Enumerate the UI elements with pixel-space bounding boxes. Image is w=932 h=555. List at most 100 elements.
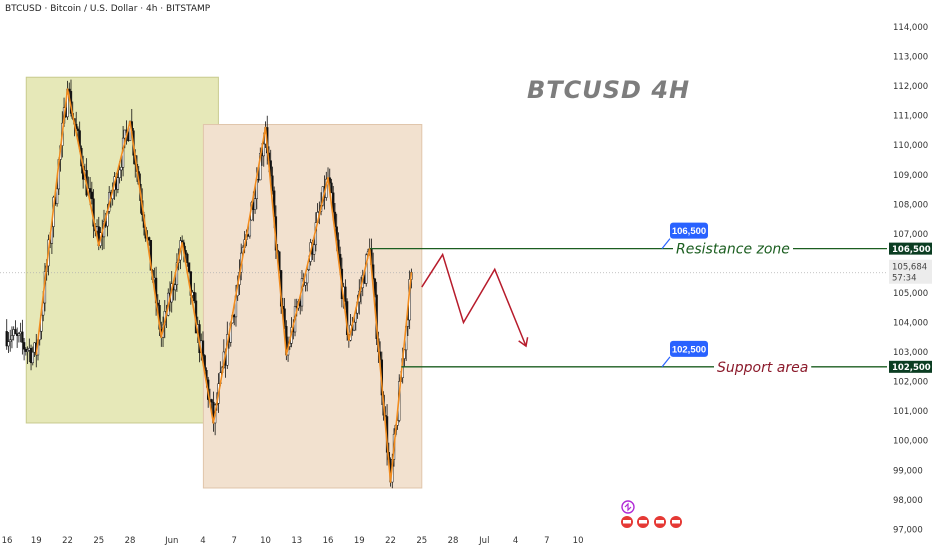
chart-watermark-title: BTCUSD 4H	[527, 76, 691, 104]
candle-body	[210, 399, 213, 403]
candle-body	[187, 262, 191, 272]
projection-path	[421, 252, 527, 347]
candle-body	[22, 342, 26, 350]
y-tick-label: 100,000	[893, 437, 928, 447]
candle-body	[330, 182, 333, 194]
y-tick-label: 108,000	[893, 200, 928, 210]
y-tick-label: 103,000	[893, 348, 928, 358]
x-tick-label: 13	[291, 536, 302, 546]
y-tick-label: 104,000	[893, 319, 928, 329]
y-tick-label: 99,000	[893, 466, 923, 476]
candle-body	[26, 350, 29, 352]
support-area-label: Support area	[717, 360, 808, 376]
candle-body	[17, 333, 21, 336]
x-tick-label: 4	[200, 536, 205, 546]
x-tick-label: 25	[416, 536, 427, 546]
x-tick-label: 28	[448, 536, 459, 546]
x-tick-label: Jul	[478, 536, 489, 546]
candle-body	[55, 188, 59, 204]
candle-body	[271, 175, 274, 192]
y-tick-label: 109,000	[893, 171, 928, 181]
price-axis: 114,000 113,000 112,000 111,000 110,000 109,0…	[893, 23, 928, 535]
y-tick-label: 105,000	[893, 289, 928, 299]
x-tick-label: 25	[93, 536, 104, 546]
x-tick-label: 4	[513, 536, 518, 546]
current-price-tag-bg	[889, 259, 932, 284]
candle-body	[90, 191, 93, 200]
y-tick-label: 97,000	[893, 525, 923, 535]
y-tick-label: 101,000	[893, 407, 928, 417]
resistance-callout: 106,500	[672, 226, 706, 237]
candle-body	[186, 253, 189, 263]
resistance-price-tag-bg	[889, 242, 932, 255]
y-tick-label: 98,000	[893, 496, 923, 506]
x-tick-label: 7	[232, 536, 237, 546]
x-tick-label: 19	[31, 536, 42, 546]
candle-body	[184, 250, 187, 255]
support-callout: 102,500	[672, 344, 706, 355]
x-tick-label: 16	[323, 536, 334, 546]
support-price-tag: 102,500	[892, 363, 931, 373]
x-tick-label: 19	[354, 536, 365, 546]
lightning-icon	[624, 502, 632, 512]
projection-arrowhead	[518, 337, 529, 348]
resistance-callout-pointer	[661, 238, 671, 249]
x-tick-label: 22	[62, 536, 73, 546]
support-callout-pointer	[661, 356, 671, 368]
candle-body	[116, 177, 120, 190]
candle-body	[88, 188, 92, 193]
resistance-price-tag: 106,500	[892, 245, 931, 255]
support-callout-group: 102,500	[661, 340, 708, 368]
candle-body	[344, 286, 347, 302]
candle-body	[123, 129, 126, 139]
flag-stripe-icon	[623, 520, 631, 524]
y-tick-label: 113,000	[893, 53, 928, 63]
candle-body	[120, 167, 123, 171]
candle-body	[201, 340, 205, 356]
zone-box	[25, 76, 219, 424]
time-axis: 16 19 22 25 28 Jun 4 7 10 13 16 19 22 25 28 Jul 4 7 10	[2, 536, 584, 546]
candle-body	[10, 335, 14, 341]
current-price-tag: 105,684	[892, 263, 927, 273]
y-tick-label: 111,000	[893, 112, 928, 122]
candle-body	[9, 339, 12, 342]
candle-body	[193, 291, 196, 302]
flag-stripe-icon	[656, 520, 664, 524]
candle-body	[174, 284, 177, 291]
y-tick-label: 110,000	[893, 141, 928, 151]
candle-body	[262, 143, 265, 157]
x-tick-label: 7	[544, 536, 549, 546]
y-tick-label: 114,000	[893, 23, 928, 33]
candle-body	[31, 351, 34, 364]
support-callout-box	[670, 340, 708, 357]
resistance-zone-label-bg	[673, 239, 793, 257]
flag-stripe-icon	[672, 520, 680, 524]
candle-body	[253, 198, 257, 210]
support-area-label-bg	[714, 357, 812, 375]
y-tick-label: 102,000	[893, 378, 928, 388]
candle-body	[76, 128, 80, 131]
support-price-tag-bg	[889, 360, 932, 373]
candle-body	[352, 321, 356, 331]
x-tick-label: Jun	[164, 536, 178, 546]
x-tick-label: 16	[2, 536, 13, 546]
candle-body	[14, 329, 17, 334]
symbol-header: BTCUSD · Bitcoin / U.S. Dollar · 4h · BI…	[5, 4, 211, 14]
x-tick-label: 28	[125, 536, 136, 546]
candle-body	[147, 237, 151, 241]
candle-body	[373, 278, 377, 296]
candle-body	[5, 331, 8, 347]
candle-body	[7, 341, 10, 347]
resistance-callout-box	[670, 222, 708, 239]
resistance-zone-label: Resistance zone	[676, 242, 790, 258]
x-tick-label: 10	[573, 536, 584, 546]
x-tick-label: 10	[260, 536, 271, 546]
candle-body	[21, 331, 24, 343]
resistance-callout-group: 106,500	[661, 222, 708, 249]
flag-stripe-icon	[639, 520, 647, 524]
candle-body	[312, 244, 316, 255]
zigzag-line	[35, 88, 413, 483]
y-tick-label: 112,000	[893, 82, 928, 92]
